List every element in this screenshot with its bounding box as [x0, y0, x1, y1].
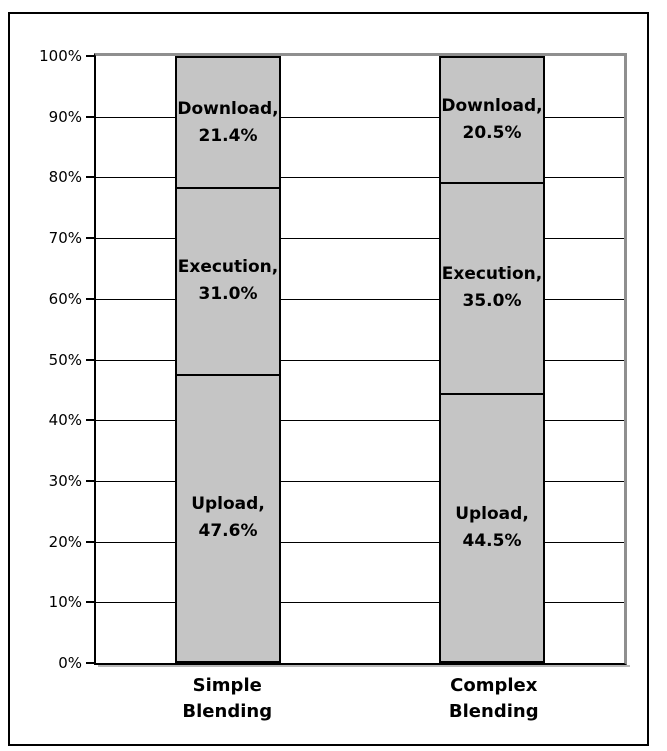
segment-execution-complex-blending: Execution, 35.0%: [441, 181, 543, 393]
y-axis-tick: [86, 115, 94, 118]
y-axis-tick: [86, 358, 94, 361]
y-axis-tick-label: 90%: [48, 107, 82, 126]
segment-download-simple-blending: Download, 21.4%: [177, 58, 279, 187]
y-axis-tick: [86, 540, 94, 543]
bar-complex-blending: Download, 20.5% Execution, 35.0% Upload, 4…: [439, 56, 545, 663]
y-axis-tick-label: 10%: [48, 593, 82, 612]
gridline: [96, 116, 624, 118]
segment-execution-simple-blending: Execution, 31.0%: [177, 187, 279, 374]
segment-upload-simple-blending: Upload, 47.6%: [177, 373, 279, 661]
category-axis: Simple Blending Complex Blending: [94, 673, 627, 737]
y-axis-tick: [86, 55, 94, 57]
y-axis-tick-label: 0%: [58, 654, 82, 672]
y-axis-tick-label: 20%: [48, 532, 82, 551]
y-axis-tick-label: 60%: [48, 289, 82, 308]
category-label-simple-blending: Simple Blending: [182, 675, 273, 722]
segment-data-label: Upload, 47.6%: [191, 494, 265, 542]
gridline: [96, 298, 624, 300]
y-axis-tick-label: 100%: [39, 47, 82, 65]
y-axis-tick-label: 30%: [48, 471, 82, 490]
gridline: [96, 177, 624, 179]
y-axis-tick: [86, 662, 94, 664]
plot-area: 0% 10% 20% 30% 40% 50% 60% 70% 80% 90% 100% Downloa…: [39, 47, 627, 672]
category-label-complex-blending: Complex Blending: [448, 675, 539, 722]
segment-upload-complex-blending: Upload, 44.5%: [441, 392, 543, 661]
gridline: [96, 480, 624, 482]
gridline: [96, 238, 624, 240]
segment-data-label: Execution, 31.0%: [177, 257, 279, 305]
y-axis-tick-label: 40%: [48, 411, 82, 430]
gridline: [96, 420, 624, 422]
y-axis-tick: [86, 237, 94, 240]
bar-simple-blending: Download, 21.4% Execution, 31.0% Upload, 4…: [175, 56, 281, 663]
segment-data-label: Execution, 35.0%: [441, 264, 543, 312]
gridline: [96, 541, 624, 543]
segment-data-label: Download, 21.4%: [177, 98, 279, 146]
segment-download-complex-blending: Download, 20.5%: [441, 58, 543, 182]
y-axis-tick: [86, 419, 94, 422]
y-axis-tick-label: 80%: [48, 168, 82, 187]
y-axis-tick: [86, 176, 94, 179]
axis-shadow-line: [98, 665, 630, 667]
y-axis-tick-label: 70%: [48, 229, 82, 248]
segment-data-label: Upload, 44.5%: [455, 503, 529, 551]
y-axis-tick: [86, 297, 94, 300]
segment-data-label: Download, 20.5%: [441, 95, 543, 143]
y-axis-tick-label: 50%: [48, 350, 82, 369]
chart-window: 0% 10% 20% 30% 40% 50% 60% 70% 80% 90% 100% Downloa…: [8, 12, 649, 746]
y-axis-tick: [86, 479, 94, 482]
gridline: [96, 602, 624, 604]
gridline: [96, 359, 624, 361]
y-axis-tick: [86, 601, 94, 604]
